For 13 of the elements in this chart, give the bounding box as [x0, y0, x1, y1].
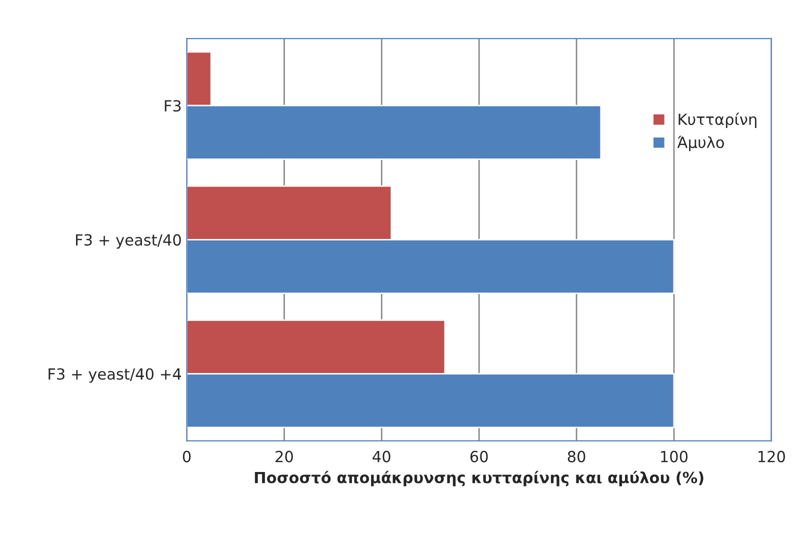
x-tick-label: 40	[372, 450, 390, 462]
x-tick-label: 80	[568, 450, 586, 462]
x-tick-label: 100	[661, 450, 688, 462]
x-tick-label: 120	[758, 450, 785, 462]
x-tick-label: 20	[276, 450, 293, 462]
y-tick-label: F3	[164, 100, 181, 112]
y-tick-label: F3 + yeast/40	[76, 234, 181, 249]
x-axis-title: Ποσοστό απομάκρυνσης κυτταρίνης και αμύλου (%)	[254, 470, 704, 486]
y-tick-label: F3 + yeast/40 +4	[48, 368, 182, 383]
x-tick-label: 0	[182, 450, 191, 462]
legend-label: Άμυλο	[677, 136, 724, 152]
x-tick-label: 60	[470, 450, 488, 462]
legend-label: Κυτταρίνη	[678, 112, 756, 128]
